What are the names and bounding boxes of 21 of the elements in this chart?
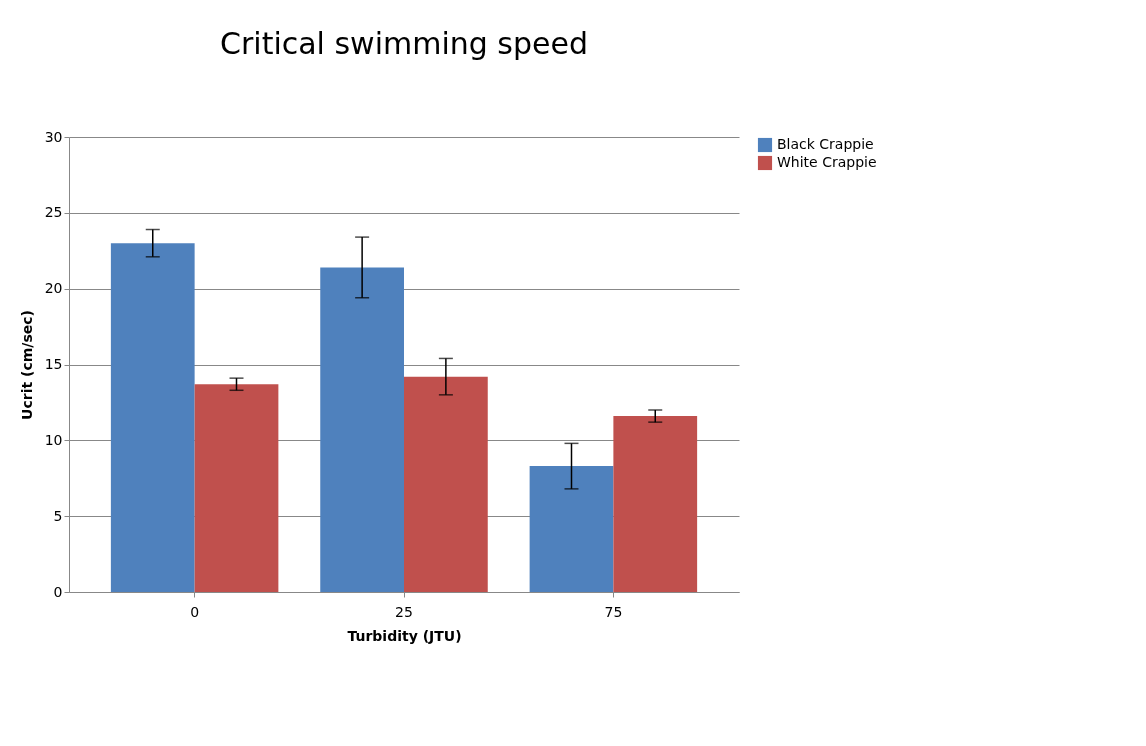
bar [529,466,614,592]
y-axis-title: Ucrit (cm/sec) [18,310,35,420]
chart-title: Critical swimming speed [220,26,588,61]
y-tick-label: 0 [53,583,63,600]
bar [404,376,488,592]
x-tick-label: 25 [395,603,413,620]
bar [320,267,404,592]
y-tick-label: 10 [44,431,63,448]
x-tick-label: 75 [604,603,623,620]
legend-label: White Crappie [777,154,877,170]
y-tick-label: 30 [44,128,63,145]
bar [194,384,279,592]
y-tick-label: 5 [53,507,63,524]
legend-label: Black Crappie [777,136,874,152]
bar [613,416,698,592]
y-tick-label: 20 [44,280,63,297]
y-tick-label: 25 [44,204,63,221]
x-tick-label: 0 [190,603,200,620]
x-axis-title: Turbidity (JTU) [347,627,462,644]
y-tick-label: 15 [44,356,63,372]
bar [110,243,195,592]
